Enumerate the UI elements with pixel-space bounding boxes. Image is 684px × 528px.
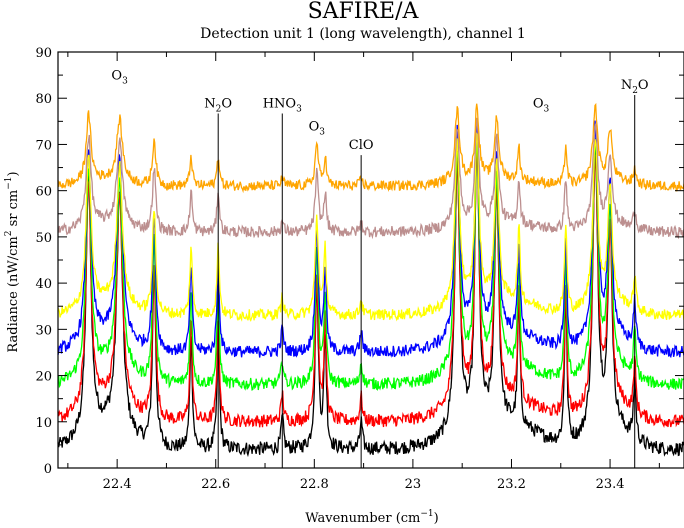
x-tick-label: 22.6 (201, 477, 230, 492)
annotation-label-4: ClO (349, 138, 374, 153)
series-line-0 (57, 137, 684, 458)
annotation-label-6: N2O (621, 78, 649, 96)
x-axis-label: Wavenumber (cm−1) (305, 509, 439, 526)
annotation-3: O3 (309, 120, 326, 138)
chart-subtitle: Detection unit 1 (long wavelength), chan… (200, 26, 526, 42)
y-tick-label: 80 (35, 92, 52, 107)
series-line-1 (57, 143, 684, 429)
y-tick-label: 70 (35, 138, 52, 153)
y-tick-label: 10 (35, 416, 52, 431)
annotation-label-3: O3 (309, 120, 326, 138)
annotation-5: O3 (533, 96, 550, 114)
axis-layer: 0 10 20 30 40 50 60 70 80 90 22.4 22.6 22.8 23 23.2 23.… (35, 46, 684, 492)
annotation-0: O3 (111, 69, 128, 87)
annotation-6: N2O (621, 78, 649, 468)
annotation-2: HNO3 (263, 96, 302, 468)
y-tick-label: 30 (35, 323, 52, 338)
annotation-layer: O3 N2O HNO3 O3 ClO O3 N2O (111, 69, 649, 468)
chart-title: SAFIRE/A (308, 0, 420, 24)
y-tick-label: 60 (35, 185, 52, 200)
annotation-4: ClO (349, 138, 374, 468)
annotation-label-5: O3 (533, 96, 550, 114)
series-line-6 (57, 102, 684, 194)
series-line-5 (57, 117, 684, 240)
annotation-label-0: O3 (111, 69, 128, 87)
y-axis-label: Radiance (nW/cm2 sr cm−1) (4, 171, 21, 352)
annotation-label-1: N2O (204, 96, 232, 114)
series-line-2 (57, 132, 684, 391)
y-tick-label: 90 (35, 46, 52, 61)
x-tick-label: 22.4 (103, 477, 132, 492)
annotation-label-2: HNO3 (263, 96, 302, 114)
x-tick-label: 23.4 (596, 477, 625, 492)
y-tick-label: 20 (35, 370, 52, 385)
y-tick-label: 0 (44, 462, 52, 477)
x-tick-label: 23 (405, 477, 422, 492)
y-tick-label: 40 (35, 277, 52, 292)
annotation-1: N2O (204, 96, 232, 468)
x-tick-label: 23.2 (497, 477, 526, 492)
x-tick-label: 22.8 (300, 477, 329, 492)
series-layer (57, 102, 684, 458)
series-line-4 (57, 131, 684, 322)
y-tick-label: 50 (35, 231, 52, 246)
series-line-3 (57, 118, 684, 359)
